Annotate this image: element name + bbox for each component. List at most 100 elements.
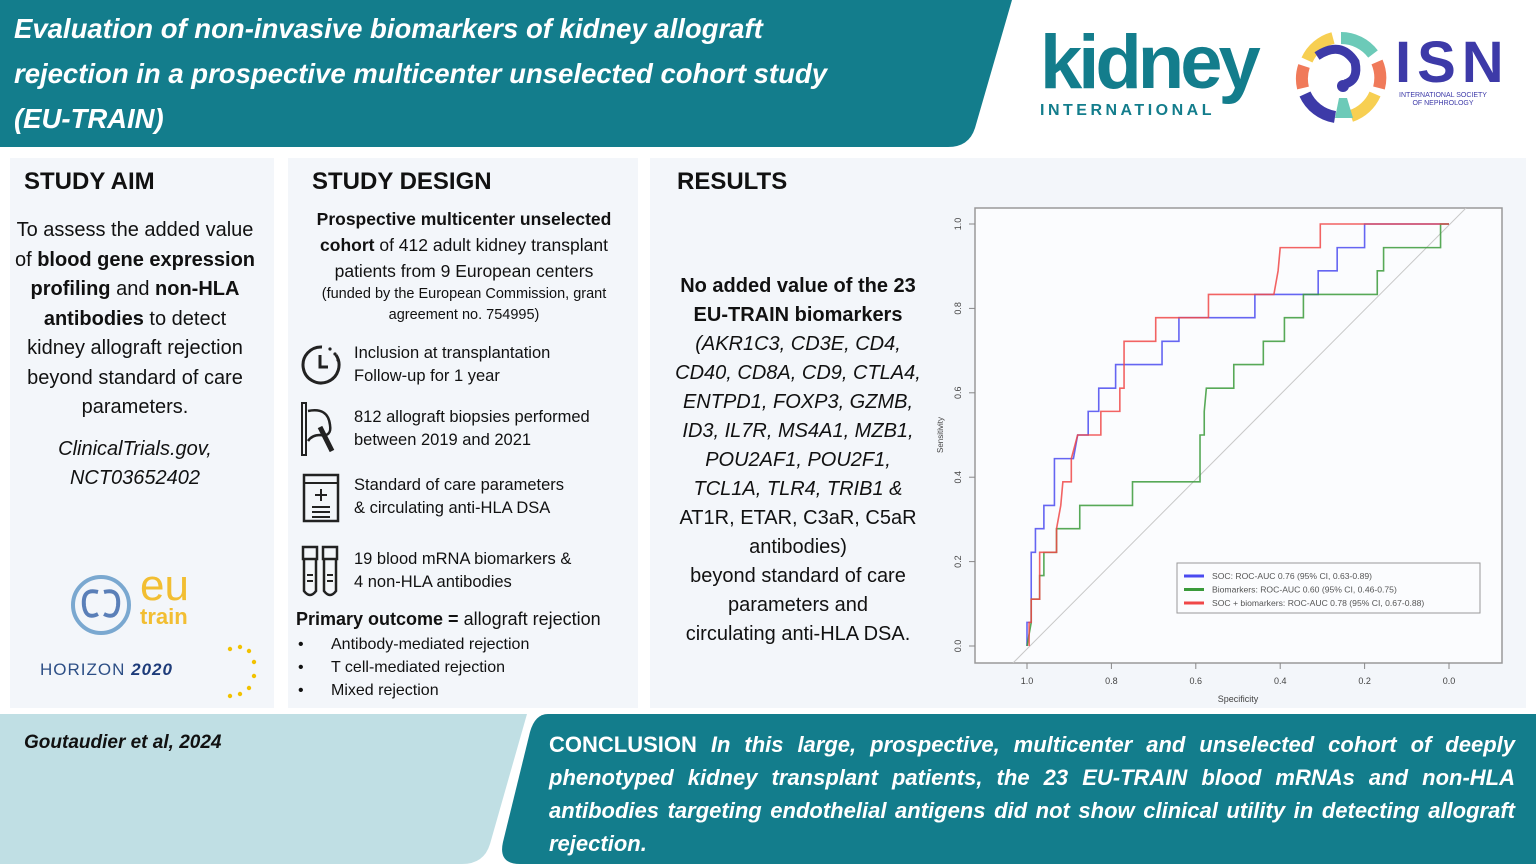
eu-train-kidney-icon (71, 575, 131, 635)
train-word: train (140, 604, 188, 629)
item-line: Inclusion at transplantation (354, 344, 551, 362)
gene-line: ID3, IL7R, MS4A1, MZB1, (682, 420, 914, 442)
item-line: & circulating anti-HLA DSA (354, 499, 551, 517)
roc-chart: 1.0 0.8 0.6 0.4 0.2 0.0 0.0 0.2 0.4 0.6 0.8 1.0 SOC… (936, 207, 1503, 704)
isn-globe-icon (1295, 32, 1387, 123)
results-bold-line: No added value of the 23 (680, 275, 916, 297)
intro-bold: Prospective multicenter unselected cohor… (316, 209, 612, 255)
isn-word: ISN (1395, 30, 1510, 95)
item-line: Standard of care parameters (354, 476, 565, 494)
design-item: 812 allograft biopsies performed between … (298, 398, 638, 460)
eu-train-logo: eu train (140, 561, 189, 629)
outcome-label: Primary outcome = (296, 609, 459, 629)
clock-icon (301, 345, 341, 385)
study-aim-heading: STUDY AIM (24, 168, 155, 195)
outcome-item: • Mixed rejection (298, 682, 439, 699)
study-aim-column: To assess the added value of blood gene … (14, 216, 256, 493)
legend-label: Biomarkers: ROC-AUC 0.60 (95% CI, 0.46-0… (1212, 585, 1397, 595)
trial-line: NCT03652402 (69, 466, 201, 489)
outcome-item-text: Mixed rejection (331, 682, 439, 699)
reference-diagonal (1012, 208, 1467, 663)
kidney-biopsy-icon (301, 402, 335, 456)
y-axis-label: Sensitivity (936, 417, 945, 453)
design-item: Inclusion at transplantation Follow-up fo… (298, 334, 638, 396)
isn-subtitle: INTERNATIONAL SOCIETY (1399, 92, 1487, 99)
x-tick-label: 1.0 (1021, 676, 1034, 686)
footer-shapes (0, 714, 1536, 864)
trial-line: ClinicalTrials.gov, (58, 437, 212, 460)
aim-text: to detect kidney allograft rejection bey… (27, 307, 243, 419)
y-tick-label: 0.4 (953, 471, 963, 484)
funding-note: (funded by the European Commission, gran… (321, 286, 607, 323)
horizon-year: 2020 (131, 660, 173, 679)
item-line: Follow-up for 1 year (354, 367, 500, 385)
gene-line: (AKR1C3, CD3E, CD4, (695, 333, 901, 355)
results-line: beyond standard of care (690, 565, 906, 587)
logo-word: kidney (1040, 20, 1261, 105)
roc-curve-2 (1028, 223, 1449, 646)
item-line: 4 non-HLA antibodies (354, 573, 512, 591)
study-design-panel (288, 158, 638, 708)
item-line: between 2019 and 2021 (354, 431, 532, 449)
legend-label: SOC + biomarkers: ROC-AUC 0.78 (95% CI, … (1212, 598, 1424, 608)
gene-line: ENTPD1, FOXP3, GZMB, (682, 391, 914, 413)
outcome-item: • T cell-mediated rejection (298, 659, 506, 676)
title-line: rejection in a prospective multicenter u… (14, 58, 827, 89)
results-bold-line: EU-TRAIN biomarkers (693, 304, 903, 326)
x-tick-label: 0.8 (1105, 676, 1118, 686)
item-line: 812 allograft biopsies performed (354, 408, 590, 426)
title-line: (EU-TRAIN) (14, 103, 164, 134)
outcome-item: • Antibody-mediated rejection (298, 636, 530, 653)
citation: Goutaudier et al, 2024 (24, 732, 222, 753)
roc-curve-0 (1026, 223, 1449, 646)
conclusion-label: CONCLUSION (549, 732, 697, 757)
y-tick-label: 0.2 (953, 555, 963, 568)
results-line: parameters and (727, 594, 869, 616)
clipboard-icon (302, 473, 340, 523)
x-tick-label: 0.0 (1443, 676, 1456, 686)
results-summary: No added value of the 23 EU-TRAIN biomar… (660, 272, 936, 649)
results-heading: RESULTS (677, 168, 788, 195)
antibody-line: AT1R, ETAR, C3aR, C5aR (679, 507, 917, 529)
outcome-item-text: Antibody-mediated rejection (331, 636, 530, 653)
aim-text: and (110, 278, 156, 300)
outcome-item-text: T cell-mediated rejection (331, 659, 506, 676)
roc-curve-1 (1026, 223, 1449, 647)
gene-line: CD40, CD8A, CD9, CTLA4, (675, 362, 921, 384)
legend-label: SOC: ROC-AUC 0.76 (95% CI, 0.63-0.89) (1212, 571, 1372, 581)
item-line: 19 blood mRNA biomarkers & (354, 550, 572, 568)
study-design-intro: Prospective multicenter unselected cohor… (296, 206, 632, 326)
aim-text: To assess the added value of (14, 219, 254, 271)
eu-word: eu (140, 561, 189, 610)
gene-line: POU2AF1, POU2F1, (705, 449, 891, 471)
study-aim-text: To assess the added value of blood gene … (14, 216, 256, 423)
legend-box (1176, 562, 1481, 614)
y-tick-label: 0.6 (953, 387, 963, 400)
horizon-2020-logo: HORIZON 2020 (40, 660, 173, 680)
results-line: circulating anti-HLA DSA. (685, 623, 911, 645)
conclusion-text: In this large, prospective, multicenter … (549, 732, 1515, 856)
outcome-text: allograft rejection (458, 609, 601, 629)
x-axis-label: Specificity (1218, 694, 1259, 704)
conclusion: CONCLUSION In this large, prospective, m… (549, 728, 1515, 860)
horizon-word: HORIZON (40, 660, 126, 679)
aim-text-bold: blood gene expression profiling (30, 248, 256, 301)
kidney-international-logo: kidney INTERNATIONAL (1040, 20, 1265, 120)
blood-tubes-icon (301, 545, 339, 597)
y-tick-label: 0.0 (953, 640, 963, 653)
poster-title: Evaluation of non-invasive biomarkers of… (14, 6, 1014, 141)
x-tick-label: 0.4 (1274, 676, 1287, 686)
x-tick-label: 0.2 (1358, 676, 1371, 686)
trial-registration: ClinicalTrials.gov, NCT03652402 (14, 435, 256, 493)
intro-text: of 412 adult kidney transplant patients … (334, 235, 608, 281)
header-banner (0, 0, 1012, 147)
primary-outcome: Primary outcome = allograft rejection (296, 609, 601, 630)
y-tick-label: 1.0 (953, 218, 963, 231)
design-item: 19 blood mRNA biomarkers & 4 non-HLA anti… (298, 540, 638, 602)
isn-subtitle: OF NEPHROLOGY (1412, 100, 1474, 107)
x-tick-label: 0.6 (1190, 676, 1203, 686)
design-item: Standard of care parameters & circulating… (298, 466, 638, 528)
gene-line: TCL1A, TLR4, TRIB1 & (693, 478, 903, 500)
title-line: Evaluation of non-invasive biomarkers of… (14, 13, 763, 44)
isn-logo: ISN INTERNATIONAL SOCIETY OF NEPHROLOGY (1395, 34, 1510, 108)
